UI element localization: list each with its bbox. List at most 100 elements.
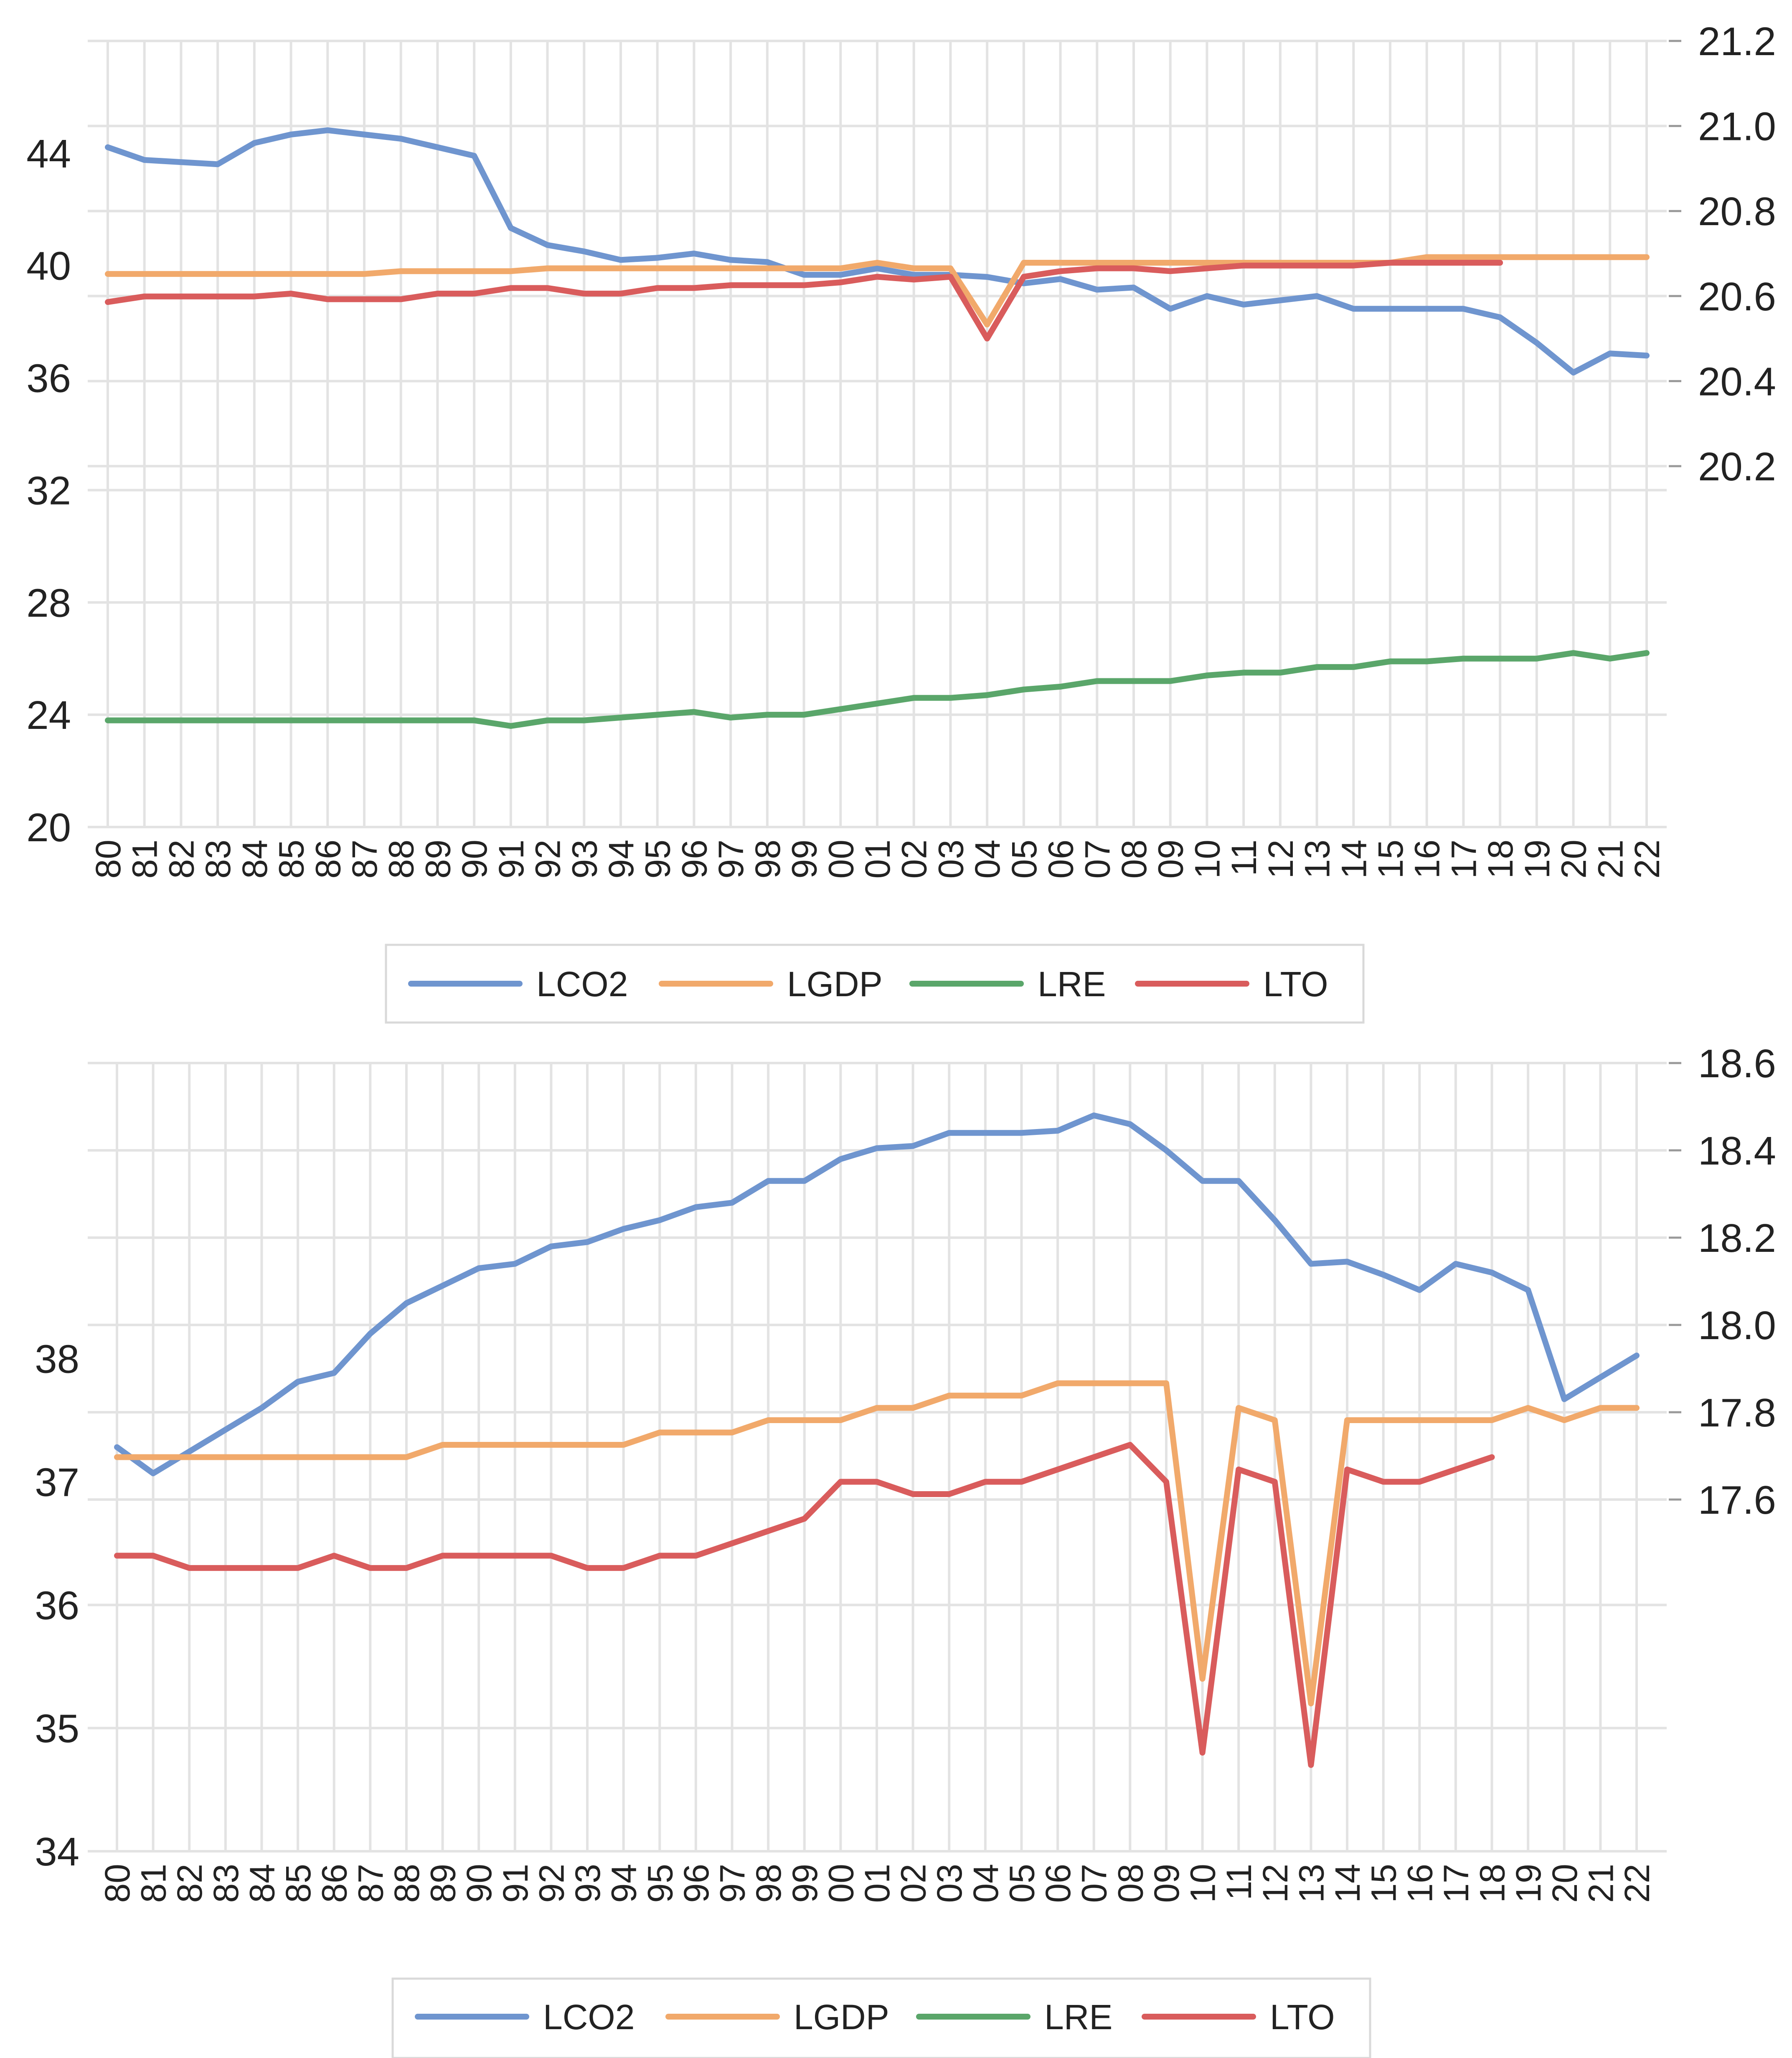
legend: LCO2 LGDP LRE LTO	[385, 944, 1365, 1024]
x-axis-tick-label: 11	[1224, 840, 1264, 876]
left-axis-tick-label: 28	[26, 581, 71, 625]
x-axis-tick-label: 97	[713, 1864, 752, 1903]
x-axis-tick-label: 98	[749, 1864, 788, 1903]
x-axis-tick-label: 99	[785, 840, 824, 878]
x-axis-tick-label: 10	[1183, 1864, 1223, 1903]
x-axis-tick-label: 80	[89, 840, 128, 878]
x-axis-tick-label: 06	[1038, 1864, 1078, 1903]
x-axis-tick-label: 84	[235, 840, 274, 878]
series-line-lre	[105, 650, 1650, 729]
left-axis-tick-label: 32	[26, 468, 71, 513]
legend-label-lgdp: LGDP	[794, 1997, 889, 2037]
x-axis-tick-label: 85	[279, 1864, 318, 1903]
x-axis-tick-label: 80	[98, 1864, 137, 1903]
x-axis-tick-label: 01	[858, 840, 897, 878]
x-axis-tick-label: 83	[206, 1864, 246, 1903]
x-axis-tick-label: 90	[455, 840, 494, 878]
x-axis-tick-label: 07	[1078, 840, 1117, 878]
x-axis-tick-label: 12	[1256, 1864, 1295, 1903]
x-axis-tick-label: 81	[125, 840, 165, 878]
x-axis-tick-label: 16	[1408, 840, 1447, 878]
x-axis-tick-label: 92	[528, 840, 568, 878]
series-line-lco2	[105, 127, 1650, 376]
x-axis-tick-label: 16	[1400, 1864, 1439, 1903]
series	[105, 127, 1650, 729]
x-axis-tick-label: 04	[966, 1864, 1005, 1903]
x-axis-tick-label: 96	[675, 840, 714, 878]
legend-label-lre: LRE	[1038, 964, 1106, 1004]
x-axis-tick-label: 05	[1002, 1864, 1041, 1903]
right-axis-tick-label: 18.0	[1698, 1303, 1776, 1348]
left-axis-tick-label: 40	[26, 244, 71, 289]
left-axis-tick-label: 34	[35, 1830, 79, 1874]
right-axis: 20.2 20.4 20.6 20.8 21.0 21.2	[1669, 19, 1776, 489]
right-axis-tick-label: 20.4	[1698, 359, 1776, 404]
right-axis-tick-label: 18.6	[1698, 1041, 1776, 1086]
horizontal-gridlines	[88, 40, 1667, 828]
x-axis: 8081828384858687888990919293949596979899…	[98, 1864, 1657, 1903]
x-axis-tick-label: 93	[568, 1864, 607, 1903]
x-axis-tick-label: 94	[602, 840, 641, 878]
x-axis-tick-label: 97	[711, 840, 751, 878]
right-axis-tick-label: 17.6	[1698, 1478, 1776, 1523]
right-axis-tick-label: 20.6	[1698, 274, 1776, 319]
x-axis-tick-label: 82	[162, 840, 201, 878]
x-axis-tick-label: 09	[1151, 840, 1190, 878]
x-axis-tick-label: 94	[604, 1864, 644, 1903]
x-axis-tick-label: 86	[308, 840, 348, 878]
right-axis-tick-label: 20.2	[1698, 444, 1776, 489]
x-axis-tick-label: 99	[785, 1864, 825, 1903]
x-axis-tick-label: 20	[1554, 840, 1594, 878]
left-axis-tick-label: 36	[35, 1583, 79, 1628]
x-axis-tick-label: 22	[1617, 1864, 1657, 1903]
x-axis-tick-label: 86	[315, 1864, 354, 1903]
legend-label-lco2: LCO2	[543, 1997, 635, 2037]
x-axis-tick-label: 88	[387, 1864, 426, 1903]
series-line-lto	[114, 1442, 1495, 1768]
left-axis-tick-label: 37	[35, 1460, 79, 1505]
left-axis-tick-label: 20	[26, 805, 71, 850]
x-axis-tick-label: 08	[1111, 1864, 1150, 1903]
left-axis-tick-label: 38	[35, 1337, 79, 1382]
x-axis-tick-label: 07	[1075, 1864, 1114, 1903]
chart-bottom: 34 35 36 37 38 17.6 17.8 18.0 18.2 18.4 18.6 808182…	[35, 1041, 1776, 2058]
x-axis-tick-label: 06	[1041, 840, 1081, 878]
x-axis-tick-label: 87	[345, 840, 384, 878]
x-axis-tick-label: 90	[459, 1864, 499, 1903]
right-axis-tick-label: 17.8	[1698, 1391, 1776, 1435]
left-axis: 34 35 36 37 38	[35, 1337, 79, 1874]
x-axis-tick-label: 82	[170, 1864, 209, 1903]
series-line-lto	[105, 260, 1503, 342]
x-axis-tick-label: 88	[382, 840, 421, 878]
x-axis-tick-label: 19	[1509, 1864, 1548, 1903]
right-axis-tick-label: 18.2	[1698, 1216, 1776, 1261]
left-axis-tick-label: 24	[26, 693, 71, 738]
right-axis-tick-label: 21.0	[1698, 104, 1776, 149]
x-axis-tick-label: 13	[1298, 840, 1337, 878]
x-axis-tick-label: 13	[1292, 1864, 1331, 1903]
x-axis-tick-label: 00	[821, 840, 860, 878]
series	[114, 1112, 1640, 1768]
series-line-lco2	[114, 1112, 1640, 1477]
x-axis-tick-label: 89	[424, 1864, 463, 1903]
legend-label-lto: LTO	[1270, 1997, 1335, 2037]
x-axis-tick-label: 93	[565, 840, 604, 878]
x-axis-tick-label: 00	[821, 1864, 860, 1903]
x-axis-tick-label: 91	[492, 840, 531, 878]
x-axis-tick-label: 21	[1581, 1864, 1620, 1903]
chart-top: 20 24 28 32 36 40 44 20.2 20.4 20.6 20.8 21.0 21.2 80…	[26, 19, 1776, 1024]
x-axis-tick-label: 03	[931, 840, 970, 878]
right-axis-tick-label: 20.8	[1698, 189, 1776, 234]
right-axis-tick-label: 21.2	[1698, 19, 1776, 64]
x-axis-tick-label: 92	[532, 1864, 571, 1903]
legend-label-lco2: LCO2	[536, 964, 628, 1004]
x-axis-tick-label: 08	[1114, 840, 1154, 878]
legend-label-lgdp: LGDP	[787, 964, 883, 1004]
right-axis-tick-label: 18.4	[1698, 1129, 1776, 1173]
horizontal-gridlines	[88, 1062, 1667, 1852]
x-axis-tick-label: 22	[1627, 840, 1667, 878]
x-axis-tick-label: 83	[198, 840, 238, 878]
left-axis-tick-label: 35	[35, 1706, 79, 1751]
x-axis-tick-label: 01	[858, 1864, 897, 1903]
